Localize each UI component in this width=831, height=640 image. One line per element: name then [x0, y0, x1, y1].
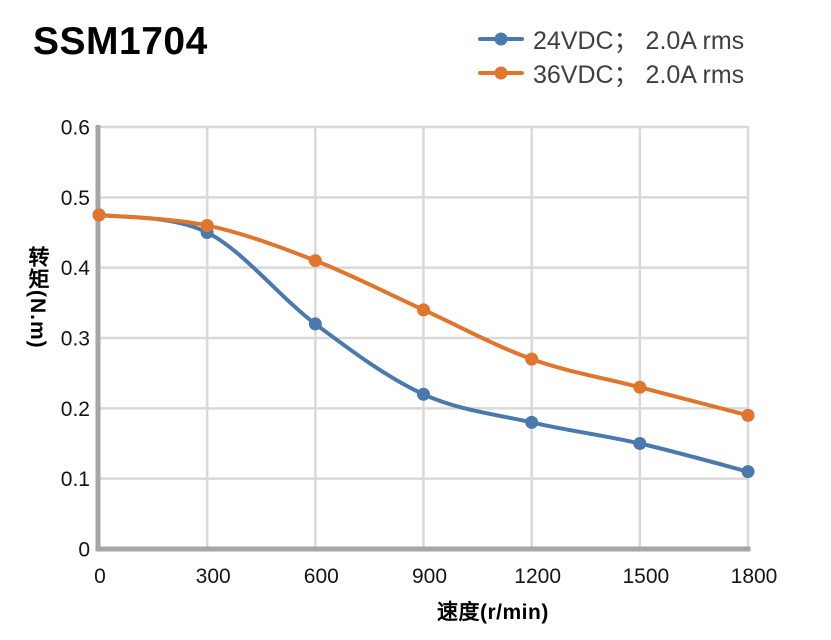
- line-dot-marker-icon: [478, 32, 524, 46]
- data-point-marker: [200, 218, 214, 232]
- x-tick-label: 0: [94, 565, 106, 588]
- legend-item-36vdc: 36VDC； 2.0A rms: [478, 57, 744, 89]
- y-tick-label: 0.3: [61, 328, 90, 351]
- data-point-marker: [417, 387, 430, 401]
- y-tick-label: 0: [78, 539, 90, 562]
- x-axis-label: 速度(r/min): [437, 601, 549, 624]
- legend-label-36vdc: 36VDC； 2.0A rms: [533, 61, 745, 89]
- chart-title: SSM1704: [33, 20, 208, 63]
- x-tick-label: 600: [304, 565, 339, 588]
- y-tick-label: 0.5: [61, 187, 90, 210]
- x-tick-label: 1200: [514, 565, 561, 588]
- y-tick-label: 0.4: [61, 257, 91, 280]
- x-tick-label: 300: [196, 565, 231, 588]
- data-point-marker: [525, 415, 539, 429]
- legend: 24VDC； 2.0A rms 36VDC； 2.0A rms: [478, 23, 744, 89]
- data-point-marker: [92, 208, 106, 222]
- legend-item-24vdc: 24VDC； 2.0A rms: [478, 23, 744, 55]
- data-point-marker: [525, 352, 539, 366]
- x-tick-label: 1800: [731, 565, 778, 588]
- data-point-marker: [308, 254, 322, 268]
- y-tick-label: 0.2: [61, 398, 90, 421]
- y-axis-label: 转矩(N.m): [26, 246, 49, 349]
- data-point-marker: [741, 465, 755, 479]
- data-point-marker: [741, 408, 755, 422]
- data-point-marker: [417, 303, 430, 317]
- line-dot-marker-icon: [478, 66, 524, 80]
- data-point-marker: [308, 317, 322, 331]
- data-point-marker: [633, 380, 647, 394]
- legend-label-24vdc: 24VDC； 2.0A rms: [533, 27, 745, 55]
- y-tick-label: 0.1: [61, 468, 90, 491]
- y-tick-label: 0.6: [61, 117, 90, 140]
- x-tick-label: 1500: [622, 565, 669, 588]
- x-tick-label: 900: [412, 565, 447, 588]
- data-point-marker: [633, 437, 647, 450]
